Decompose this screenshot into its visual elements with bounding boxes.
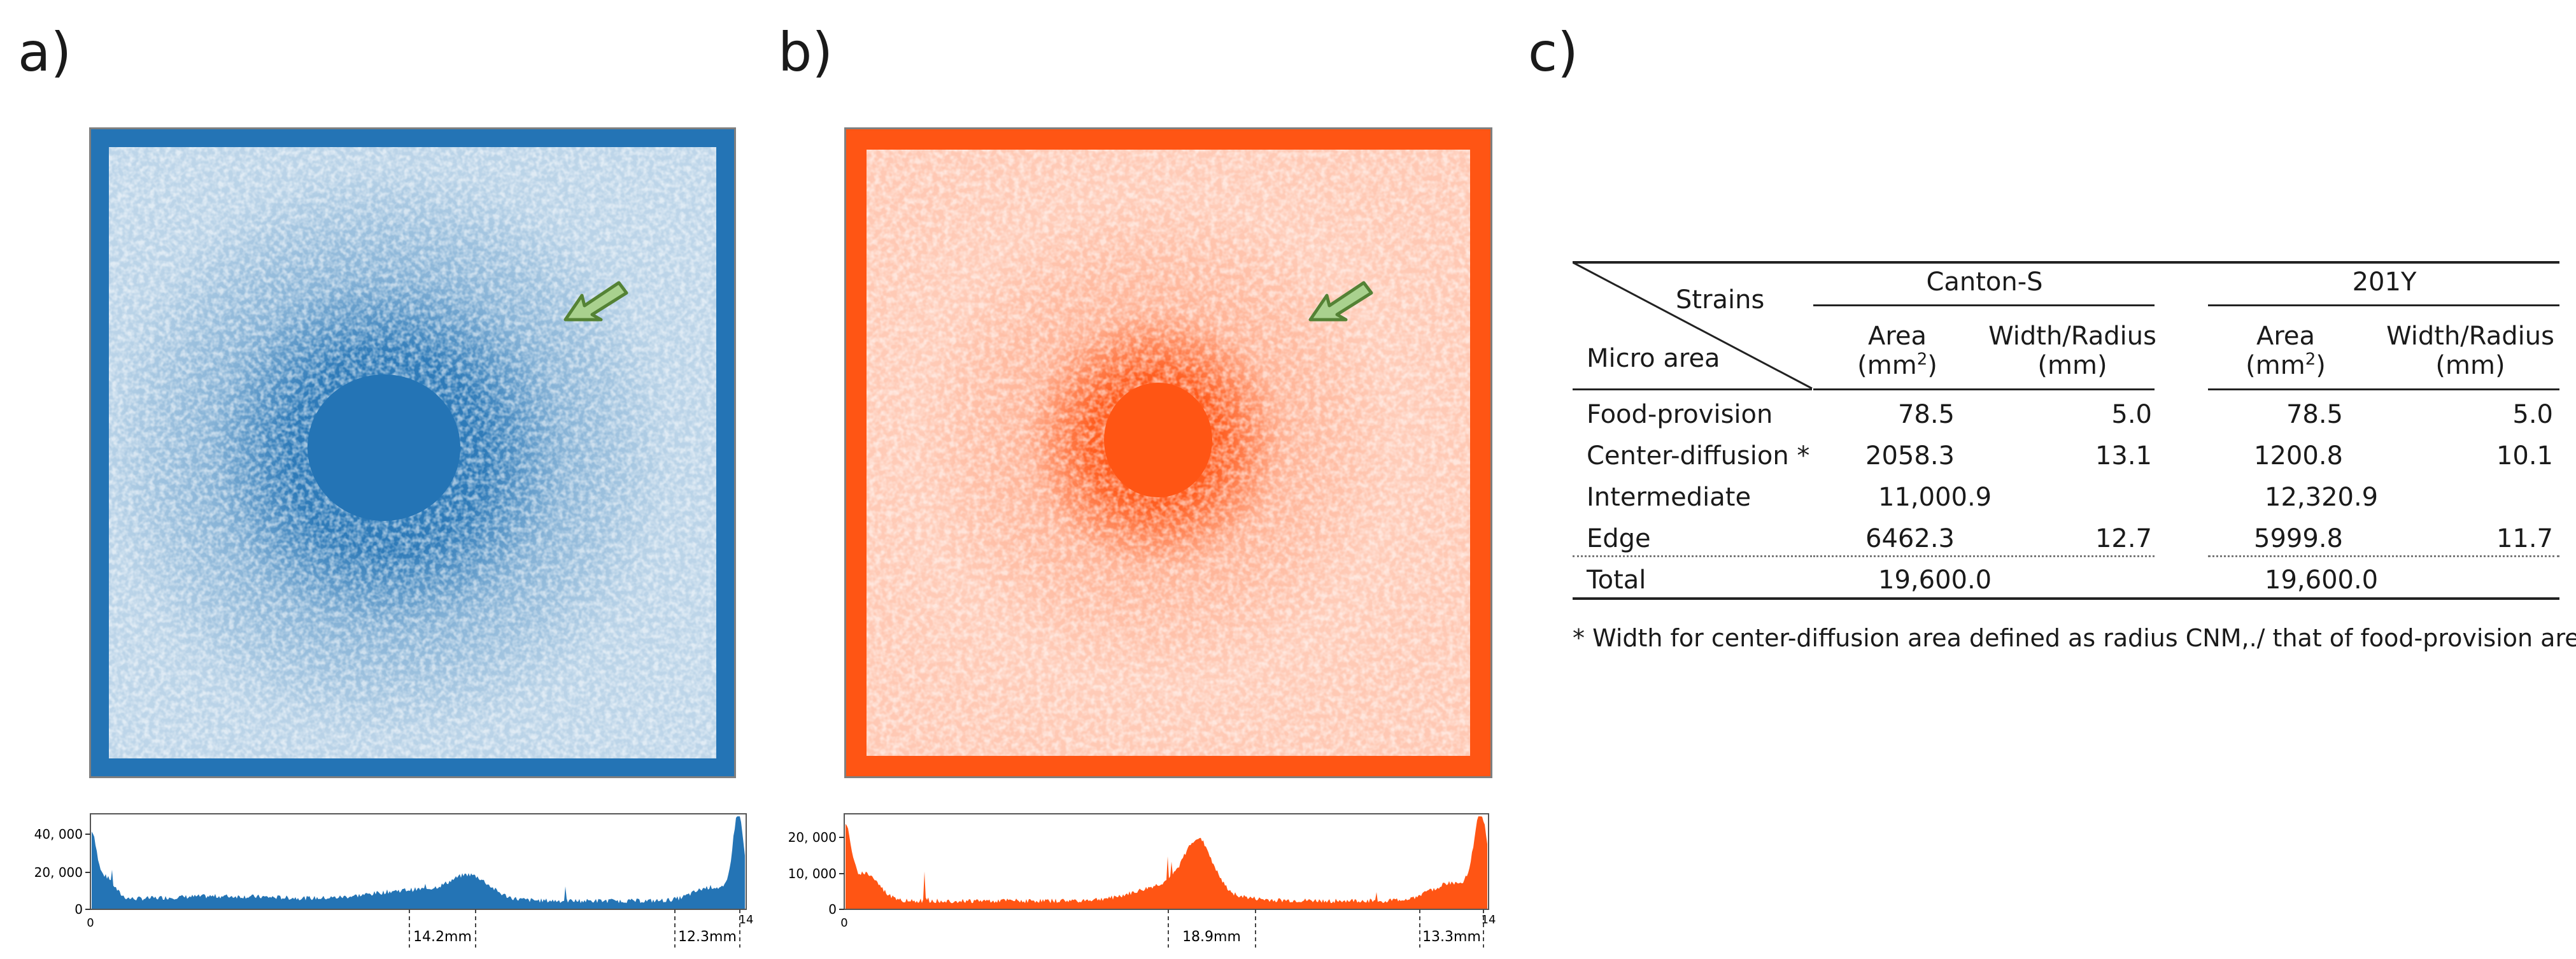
panel-label-b: b) bbox=[778, 21, 833, 83]
header-rule bbox=[1813, 388, 2155, 390]
panel-label-a: a) bbox=[18, 21, 72, 83]
plate-image-canton-s bbox=[89, 127, 736, 778]
cell-201y-area: 12,320.9 bbox=[2265, 483, 2379, 512]
cell-201y-area: 5999.8 bbox=[2254, 524, 2343, 553]
header-area: Area (mm2) bbox=[2246, 322, 2326, 380]
strain-rule bbox=[2208, 304, 2559, 306]
histogram-canton-s: 40, 000 20, 000 0 0 14 14.2mm 12.3mm bbox=[13, 809, 764, 949]
histogram-bars bbox=[846, 816, 1487, 909]
header-strain-canton-s: Canton-S bbox=[1926, 267, 2043, 297]
table-bottom-rule bbox=[1573, 597, 2559, 600]
distance-marker-edge: 12.3mm bbox=[678, 929, 737, 945]
row-name: Edge bbox=[1587, 524, 1651, 553]
header-area: Area (mm2) bbox=[1857, 322, 1937, 380]
row-separator bbox=[1573, 555, 1812, 557]
row-name: Intermediate bbox=[1587, 483, 1752, 512]
cell-canton-area: 2058.3 bbox=[1865, 441, 1955, 471]
x-tick-label: 14 bbox=[739, 913, 754, 927]
y-tick-label: 40, 000 bbox=[34, 827, 83, 842]
header-rule bbox=[1573, 388, 1812, 390]
header-strain-201y: 201Y bbox=[2352, 267, 2417, 297]
header-strains: Strains bbox=[1676, 285, 1765, 315]
row-separator bbox=[2208, 555, 2559, 557]
strain-rule bbox=[1813, 304, 2155, 306]
y-tick-label: 20, 000 bbox=[788, 830, 837, 845]
cell-canton-width: 5.0 bbox=[2111, 400, 2152, 429]
distance-marker-center: 18.9mm bbox=[1182, 929, 1241, 945]
histogram-area bbox=[846, 816, 1487, 909]
cell-canton-area: 78.5 bbox=[1897, 400, 1955, 429]
histogram-201y: 20, 000 10, 000 0 0 14 18.9mm 13.3mm bbox=[764, 809, 1515, 949]
histogram-bars bbox=[92, 816, 745, 909]
cell-canton-width: 13.1 bbox=[2095, 441, 2152, 471]
cell-201y-area: 1200.8 bbox=[2254, 441, 2343, 471]
row-name: Center-diffusion * bbox=[1587, 441, 1810, 471]
header-diagonal bbox=[1573, 261, 1813, 390]
cell-201y-width: 5.0 bbox=[2512, 400, 2553, 429]
cell-canton-area: 11,000.9 bbox=[1878, 483, 1992, 512]
row-name: Food-provision bbox=[1587, 400, 1773, 429]
y-tick-label: 10, 000 bbox=[788, 866, 837, 881]
y-tick-label: 20, 000 bbox=[34, 865, 83, 880]
cell-201y-width: 10.1 bbox=[2496, 441, 2553, 471]
cell-canton-area: 6462.3 bbox=[1865, 524, 1955, 553]
arrow-icon bbox=[1308, 281, 1373, 322]
histogram-area bbox=[92, 816, 745, 909]
x-tick-label: 0 bbox=[87, 916, 94, 930]
x-tick-label: 0 bbox=[840, 916, 847, 930]
header-width: Width/Radius (mm) bbox=[1988, 322, 2156, 380]
cell-201y-area: 78.5 bbox=[2286, 400, 2343, 429]
header-micro-area: Micro area bbox=[1587, 344, 1720, 373]
row-name-total: Total bbox=[1587, 565, 1646, 595]
y-tick-label: 0 bbox=[74, 902, 83, 917]
header-rule bbox=[2208, 388, 2559, 390]
distance-marker-edge: 13.3mm bbox=[1422, 929, 1481, 945]
header-width: Width/Radius (mm) bbox=[2386, 322, 2554, 380]
table-footnote: * Width for center-diffusion area define… bbox=[1573, 624, 2576, 652]
y-tick-label: 0 bbox=[828, 902, 837, 917]
plate-image-201y bbox=[844, 127, 1492, 778]
x-tick-label: 14 bbox=[1482, 913, 1496, 927]
cell-201y-width: 11.7 bbox=[2496, 524, 2553, 553]
cell-canton-width: 12.7 bbox=[2095, 524, 2152, 553]
panel-label-c: c) bbox=[1528, 21, 1578, 83]
cell-canton-area-total: 19,600.0 bbox=[1878, 565, 1992, 595]
cell-201y-area-total: 19,600.0 bbox=[2265, 565, 2379, 595]
table-top-rule bbox=[1573, 261, 2559, 264]
row-separator bbox=[1813, 555, 2155, 557]
distance-marker-center: 14.2mm bbox=[413, 929, 472, 945]
arrow-icon bbox=[563, 281, 628, 322]
